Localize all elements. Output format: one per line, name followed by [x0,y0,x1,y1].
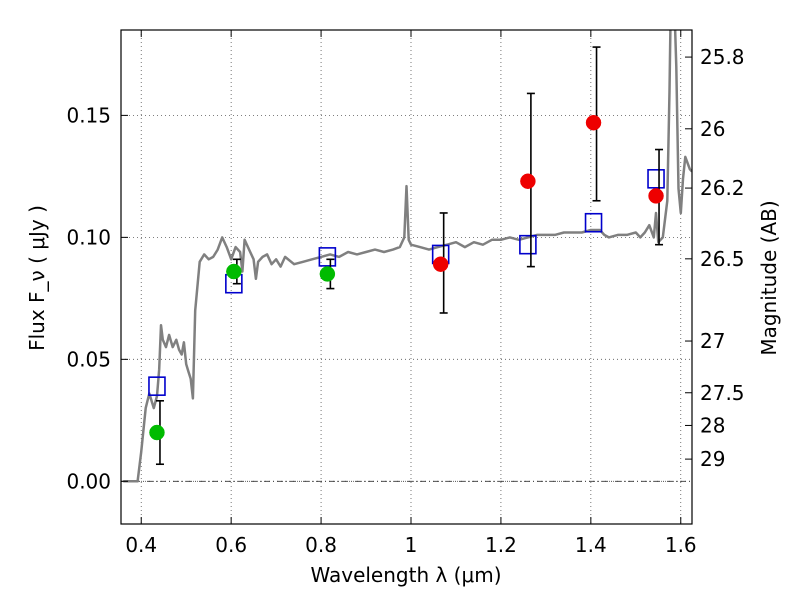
magnitude-tick-label: 26 [700,117,725,141]
right-axis-label: Magnitude (AB) [757,200,781,355]
model-spectrum-line [123,30,692,483]
model-photometry-square [519,234,537,255]
magnitude-tick-label: 27.5 [700,381,745,405]
plot-frame [120,29,693,525]
y-axis-label: Flux F_ν ( μJy ) [25,205,49,351]
x-tick-label: 1.2 [485,533,517,557]
observed-point-red [585,114,602,131]
x-tick-label: 0.4 [125,533,157,557]
x-tick-label: 1 [405,533,418,557]
observed-point-red [648,188,664,204]
magnitude-tick-label: 27 [700,329,725,353]
x-tick-label: 1.6 [665,533,697,557]
magnitude-tick-label: 26.5 [700,247,745,271]
y-tick-label: 0.05 [66,347,111,371]
axis-ticks: 0.4 0.6 0.8 1 1.2 1.4 1.6 0.00 0.05 0.10 0.15 25.8 2… [66,30,745,557]
observed-point-green [319,266,336,282]
magnitude-tick-label: 25.8 [700,45,745,69]
magnitude-tick-label: 29 [700,447,725,471]
y-tick-label: 0.10 [66,225,111,249]
plot-area [123,30,692,483]
y-tick-label: 0.15 [66,103,111,127]
model-photometry-square [647,169,665,189]
observed-point-red [432,256,449,272]
y-tick-label: 0.00 [66,469,111,493]
model-photometry-square [148,376,166,396]
x-tick-label: 0.8 [305,533,337,557]
observed-point-green [149,424,165,441]
magnitude-tick-label: 28 [700,413,725,437]
magnitude-tick-label: 26.2 [700,176,745,200]
observed-point-red [520,173,536,189]
x-tick-label: 0.6 [215,533,247,557]
observed-point-green [226,263,242,280]
x-axis-label: Wavelength λ (μm) [310,563,501,587]
model-photometry-square [584,212,603,233]
x-tick-label: 1.4 [575,533,607,557]
model-photometry-square [318,247,337,267]
